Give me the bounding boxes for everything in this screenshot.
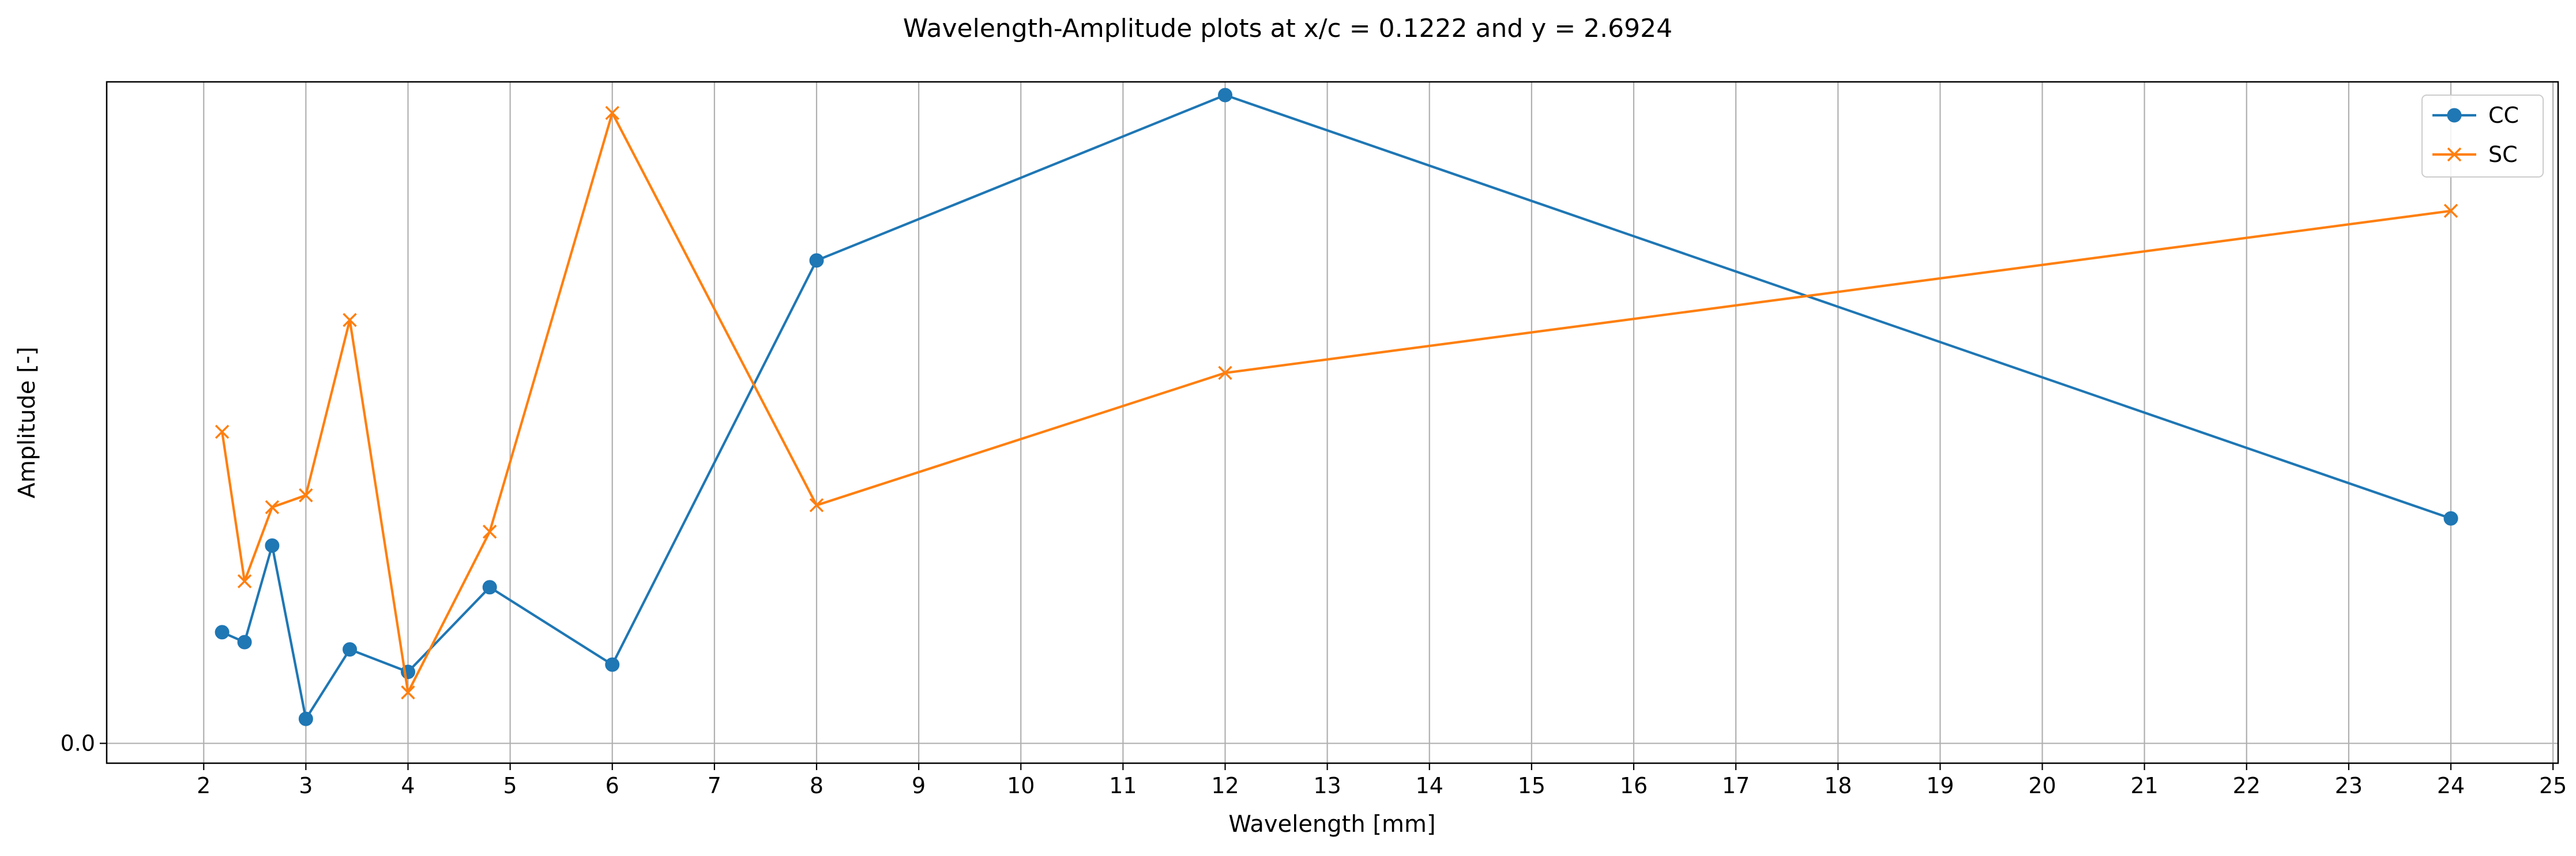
series-sc	[215, 105, 2458, 700]
data-point-cc	[1218, 88, 1233, 103]
x-tick-label: 4	[401, 773, 415, 798]
x-tick-label: 11	[1109, 773, 1137, 798]
data-series	[215, 88, 2458, 726]
data-point-cc	[343, 642, 358, 657]
data-point-cc	[237, 635, 252, 650]
data-point-sc	[215, 424, 230, 439]
x-tick-label: 8	[810, 773, 823, 798]
legend-box	[2421, 95, 2544, 178]
x-tick-label: 24	[2437, 773, 2465, 798]
x-tick-label: 15	[1518, 773, 1545, 798]
y-axis-ticks: 0.0	[61, 731, 107, 756]
series-cc	[215, 88, 2458, 726]
x-tick-label: 12	[1211, 773, 1239, 798]
data-point-sc	[1218, 365, 1232, 380]
x-tick-label: 18	[1824, 773, 1852, 798]
x-tick-label: 14	[1416, 773, 1443, 798]
x-tick-label: 6	[606, 773, 619, 798]
legend-item-sc: SC	[2432, 142, 2518, 167]
legend-label: SC	[2488, 142, 2518, 167]
plot-frame	[106, 81, 2559, 764]
legend-item-cc: CC	[2432, 103, 2519, 128]
x-tick-label: 23	[2335, 773, 2363, 798]
y-axis-label: Amplitude [-]	[14, 346, 40, 498]
data-point-cc	[605, 657, 620, 672]
data-point-sc	[343, 312, 357, 327]
x-tick-label: 17	[1722, 773, 1750, 798]
x-tick-label: 13	[1313, 773, 1341, 798]
x-tick-label: 9	[912, 773, 926, 798]
x-tick-label: 7	[708, 773, 721, 798]
data-point-sc	[265, 500, 280, 515]
x-tick-label: 3	[299, 773, 313, 798]
x-axis-label: Wavelength [mm]	[1228, 811, 1435, 838]
data-point-cc	[215, 625, 230, 640]
x-tick-label: 21	[2130, 773, 2158, 798]
legend-marker	[2447, 108, 2462, 123]
data-point-sc	[2443, 203, 2458, 218]
x-tick-label: 5	[503, 773, 517, 798]
x-tick-label: 2	[197, 773, 210, 798]
data-point-sc	[605, 105, 620, 120]
data-point-sc	[299, 488, 313, 503]
y-tick-label: 0.0	[61, 731, 95, 756]
chart-title: Wavelength-Amplitude plots at x/c = 0.12…	[903, 14, 1672, 43]
legend-label: CC	[2488, 103, 2519, 128]
x-tick-label: 20	[2028, 773, 2056, 798]
data-point-cc	[482, 580, 497, 595]
legend-marker	[2447, 147, 2462, 162]
x-tick-label: 16	[1620, 773, 1648, 798]
x-tick-label: 10	[1007, 773, 1035, 798]
x-tick-label: 22	[2233, 773, 2261, 798]
data-point-cc	[2443, 511, 2458, 526]
data-point-sc	[237, 574, 252, 589]
grid-lines	[107, 82, 2558, 763]
x-tick-label: 19	[1926, 773, 1954, 798]
data-point-sc	[809, 498, 824, 512]
legend: CC SC	[2421, 95, 2544, 178]
data-point-cc	[265, 538, 280, 553]
data-point-cc	[298, 711, 313, 726]
x-tick-label: 25	[2539, 773, 2567, 798]
data-point-sc	[482, 525, 497, 539]
data-point-sc	[401, 685, 415, 700]
data-point-cc	[809, 253, 824, 268]
x-axis-ticks: 2 3 4 5 6 7 8 9 10 11 12 13 14 15 16 17 18 19 20 21 22 23 24 25	[197, 763, 2567, 798]
